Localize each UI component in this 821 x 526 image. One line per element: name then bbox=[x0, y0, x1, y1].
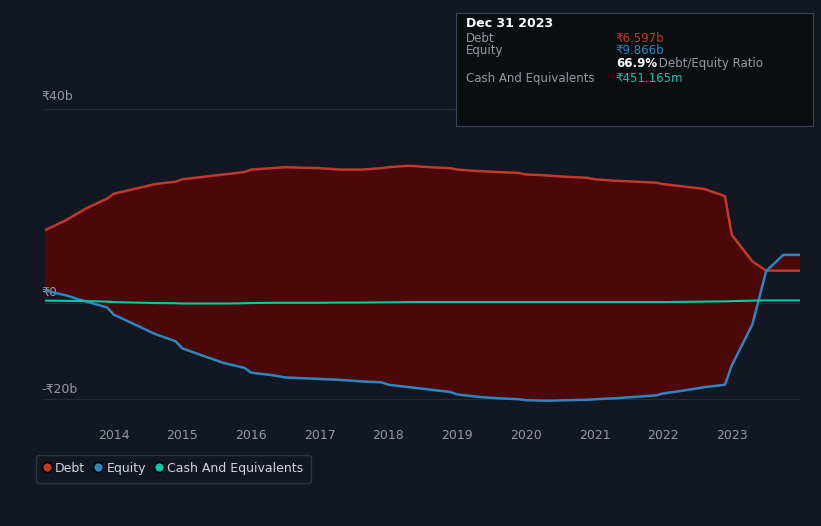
Text: ₹451.165m: ₹451.165m bbox=[616, 72, 683, 85]
Text: ₹0: ₹0 bbox=[41, 286, 57, 299]
Text: ₹9.866b: ₹9.866b bbox=[616, 44, 664, 57]
Text: ₹6.597b: ₹6.597b bbox=[616, 32, 664, 45]
Legend: Debt, Equity, Cash And Equivalents: Debt, Equity, Cash And Equivalents bbox=[36, 455, 311, 483]
Text: -₹20b: -₹20b bbox=[41, 383, 78, 396]
Text: 66.9%: 66.9% bbox=[616, 57, 657, 70]
Text: ₹40b: ₹40b bbox=[41, 89, 73, 103]
Text: Debt/Equity Ratio: Debt/Equity Ratio bbox=[655, 57, 764, 70]
Text: Cash And Equivalents: Cash And Equivalents bbox=[466, 72, 594, 85]
Text: Dec 31 2023: Dec 31 2023 bbox=[466, 17, 553, 30]
Text: Equity: Equity bbox=[466, 44, 503, 57]
Text: Debt: Debt bbox=[466, 32, 494, 45]
